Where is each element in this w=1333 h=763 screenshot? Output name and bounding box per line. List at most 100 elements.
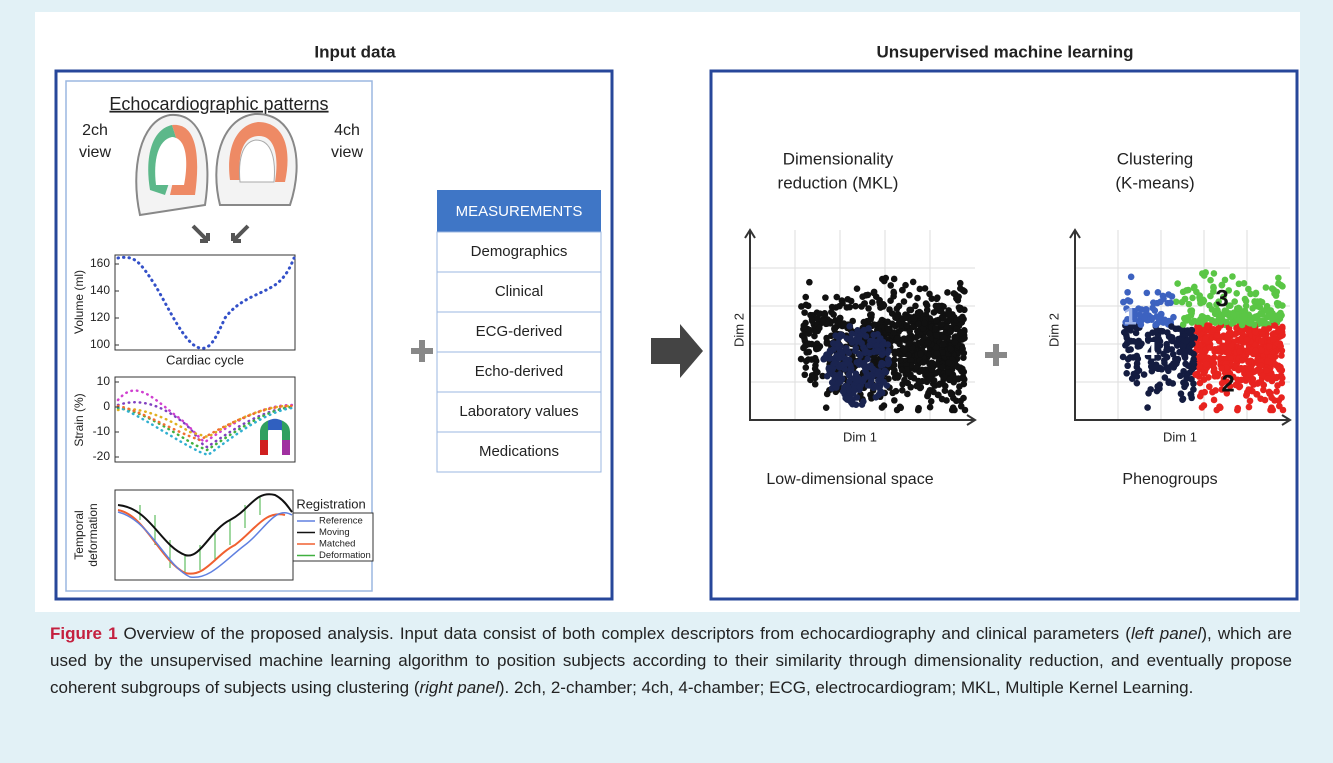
point <box>885 375 892 383</box>
point <box>844 295 852 303</box>
point <box>1267 390 1274 397</box>
point <box>927 372 934 380</box>
caption-text: ), which are used by the unsupervised ma… <box>50 624 1293 697</box>
point <box>1172 358 1180 365</box>
point <box>840 320 848 327</box>
cluster-label: 4 <box>1143 337 1157 364</box>
point <box>901 314 909 321</box>
point <box>1185 300 1193 308</box>
point <box>1218 281 1226 289</box>
point <box>844 395 851 403</box>
point <box>1245 386 1252 393</box>
point <box>906 291 913 299</box>
point <box>905 340 913 347</box>
point <box>944 289 951 296</box>
point <box>953 325 960 333</box>
point <box>1127 338 1134 345</box>
point <box>955 304 963 311</box>
point <box>871 382 879 390</box>
point <box>1259 331 1266 338</box>
point <box>870 289 877 297</box>
strain-curves <box>116 389 294 457</box>
point <box>1246 371 1253 378</box>
plot-title: Clustering <box>1117 149 1194 168</box>
point <box>878 351 886 358</box>
point <box>1278 379 1286 387</box>
point <box>890 275 898 283</box>
point <box>831 359 839 367</box>
point <box>1263 367 1271 375</box>
point <box>863 373 871 380</box>
point <box>839 299 846 307</box>
point <box>1214 316 1222 324</box>
point <box>822 294 829 301</box>
point <box>1196 294 1203 301</box>
point <box>802 293 810 301</box>
axis <box>749 230 975 421</box>
point <box>1150 299 1157 306</box>
point <box>811 354 819 362</box>
point <box>1272 361 1279 368</box>
plot-caption: Phenogroups <box>1122 471 1217 488</box>
right-panel <box>709 69 1299 601</box>
point <box>821 311 829 318</box>
point <box>1220 293 1227 301</box>
point <box>1243 391 1251 398</box>
point <box>1181 295 1189 303</box>
axis-arrow <box>1069 228 1292 426</box>
legend-label: Deformation <box>319 550 371 561</box>
point <box>828 308 835 316</box>
point <box>1200 297 1208 305</box>
plus <box>985 344 1007 366</box>
point <box>1250 321 1258 329</box>
point <box>918 338 926 345</box>
point <box>890 329 897 336</box>
point <box>1169 380 1177 387</box>
point <box>1192 371 1199 378</box>
point <box>935 302 943 310</box>
point <box>874 331 881 338</box>
point <box>1127 273 1135 281</box>
point <box>1223 318 1230 326</box>
point <box>828 303 836 311</box>
point <box>1263 313 1271 321</box>
point <box>802 301 810 309</box>
table-row <box>436 311 602 353</box>
table-row <box>436 431 602 473</box>
point <box>1130 312 1138 319</box>
point <box>926 403 934 411</box>
point <box>1182 372 1190 380</box>
point <box>874 370 882 378</box>
view-label: 4ch <box>334 122 360 139</box>
point <box>1126 354 1134 361</box>
point <box>1225 302 1233 310</box>
point <box>960 349 968 357</box>
point <box>1226 382 1234 390</box>
point <box>1234 406 1241 414</box>
point <box>900 298 908 305</box>
point <box>880 378 887 386</box>
point <box>1140 371 1148 378</box>
point <box>906 306 913 314</box>
point <box>956 279 964 287</box>
point <box>1235 304 1242 312</box>
point <box>1278 373 1285 381</box>
point <box>947 345 955 353</box>
point <box>1215 298 1222 305</box>
point <box>895 372 902 379</box>
point <box>940 314 947 322</box>
point <box>852 344 860 352</box>
point <box>1211 348 1218 355</box>
point <box>924 339 932 346</box>
table-cell: Laboratory values <box>459 403 578 420</box>
point <box>946 376 953 384</box>
point <box>805 348 813 356</box>
point <box>878 359 885 367</box>
view-label: 2ch <box>82 122 108 139</box>
point <box>1257 362 1265 369</box>
point <box>1247 290 1254 298</box>
reference-curve <box>117 511 293 578</box>
point <box>892 387 900 395</box>
cluster-label: 1 <box>1123 303 1136 330</box>
